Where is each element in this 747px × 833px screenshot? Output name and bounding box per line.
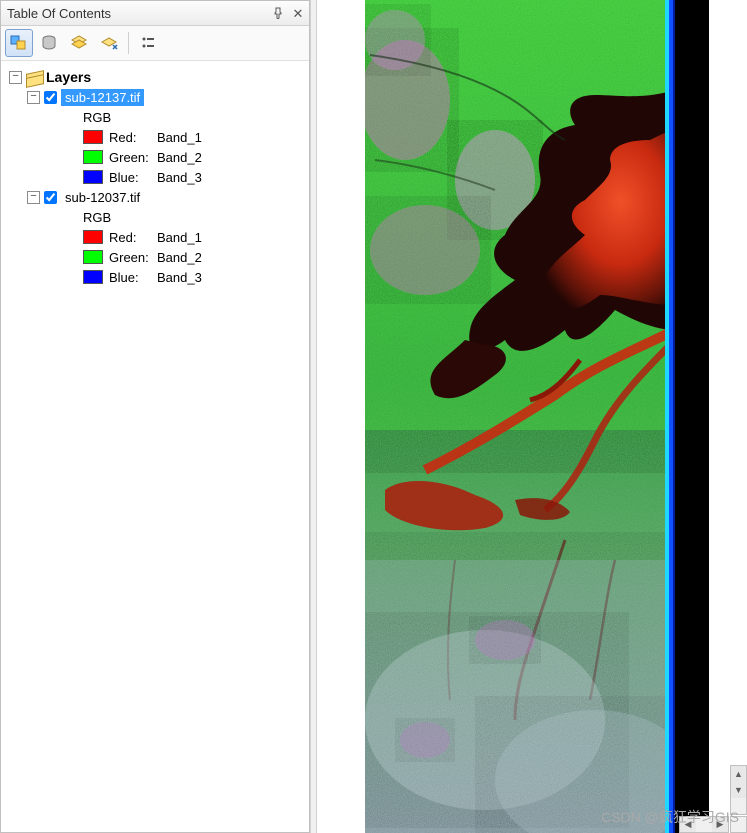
- scroll-corner: [730, 816, 747, 833]
- band-name: Band_1: [157, 230, 202, 245]
- band-channel: Red:: [109, 130, 157, 145]
- layers-root-label: Layers: [46, 69, 91, 85]
- list-by-source-button[interactable]: [35, 29, 63, 57]
- scroll-up-icon[interactable]: ▲: [731, 766, 746, 782]
- band-swatch-blue: [83, 270, 103, 284]
- layer-visibility-checkbox[interactable]: [44, 91, 57, 104]
- scroll-left-icon[interactable]: ◀: [680, 817, 696, 832]
- composite-label: RGB: [83, 210, 111, 225]
- toc-toolbar: [1, 26, 309, 61]
- band-swatch-red: [83, 230, 103, 244]
- expand-toggle-icon[interactable]: −: [9, 71, 22, 84]
- list-by-drawing-order-button[interactable]: [5, 29, 33, 57]
- band-row: Blue: Band_3: [5, 267, 305, 287]
- band-swatch-blue: [83, 170, 103, 184]
- toc-header-icons: ✕: [271, 6, 305, 20]
- layers-root-row[interactable]: − Layers: [5, 67, 305, 87]
- map-scrollbar-horizontal[interactable]: ◀ ▶: [679, 816, 729, 833]
- band-name: Band_3: [157, 170, 202, 185]
- band-channel: Blue:: [109, 170, 157, 185]
- band-name: Band_2: [157, 150, 202, 165]
- panel-splitter[interactable]: [310, 0, 317, 833]
- layer-row[interactable]: − sub-12137.tif: [5, 87, 305, 107]
- layer-name[interactable]: sub-12137.tif: [61, 89, 144, 106]
- band-name: Band_1: [157, 130, 202, 145]
- composite-label-row: RGB: [5, 107, 305, 127]
- band-row: Green: Band_2: [5, 147, 305, 167]
- close-icon[interactable]: ✕: [291, 6, 305, 20]
- band-swatch-red: [83, 130, 103, 144]
- composite-label: RGB: [83, 110, 111, 125]
- layer-visibility-checkbox[interactable]: [44, 191, 57, 204]
- list-by-selection-button[interactable]: [95, 29, 123, 57]
- layer-name[interactable]: sub-12037.tif: [61, 189, 144, 206]
- toolbar-separator: [128, 32, 129, 54]
- raster-image: [365, 0, 709, 833]
- band-name: Band_2: [157, 250, 202, 265]
- band-swatch-green: [83, 250, 103, 264]
- band-channel: Green:: [109, 250, 157, 265]
- scroll-right-icon[interactable]: ▶: [712, 817, 728, 832]
- expand-toggle-icon[interactable]: −: [27, 191, 40, 204]
- band-channel: Red:: [109, 230, 157, 245]
- layers-group-icon: [26, 70, 42, 84]
- map-scrollbar-vertical[interactable]: ▲ ▼: [730, 765, 747, 815]
- toc-header: Table Of Contents ✕: [1, 1, 309, 26]
- scroll-down-icon[interactable]: ▼: [731, 782, 746, 798]
- raster-svg: [365, 0, 709, 833]
- band-row: Blue: Band_3: [5, 167, 305, 187]
- toc-panel: Table Of Contents ✕: [0, 0, 310, 833]
- expand-toggle-icon[interactable]: −: [27, 91, 40, 104]
- app-root: Table Of Contents ✕: [0, 0, 747, 833]
- options-button[interactable]: [134, 29, 162, 57]
- composite-label-row: RGB: [5, 207, 305, 227]
- band-row: Red: Band_1: [5, 127, 305, 147]
- band-row: Red: Band_1: [5, 227, 305, 247]
- list-by-visibility-button[interactable]: [65, 29, 93, 57]
- pin-icon[interactable]: [271, 6, 285, 20]
- map-view[interactable]: ▲ ▼ ◀ ▶ CSDN @疯狂学习GIS: [317, 0, 747, 833]
- band-swatch-green: [83, 150, 103, 164]
- band-channel: Blue:: [109, 270, 157, 285]
- band-name: Band_3: [157, 270, 202, 285]
- band-channel: Green:: [109, 150, 157, 165]
- layer-row[interactable]: − sub-12037.tif: [5, 187, 305, 207]
- toc-title: Table Of Contents: [7, 6, 271, 21]
- layer-tree: − Layers − sub-12137.tif RGB Red: Band_1…: [1, 61, 309, 832]
- band-row: Green: Band_2: [5, 247, 305, 267]
